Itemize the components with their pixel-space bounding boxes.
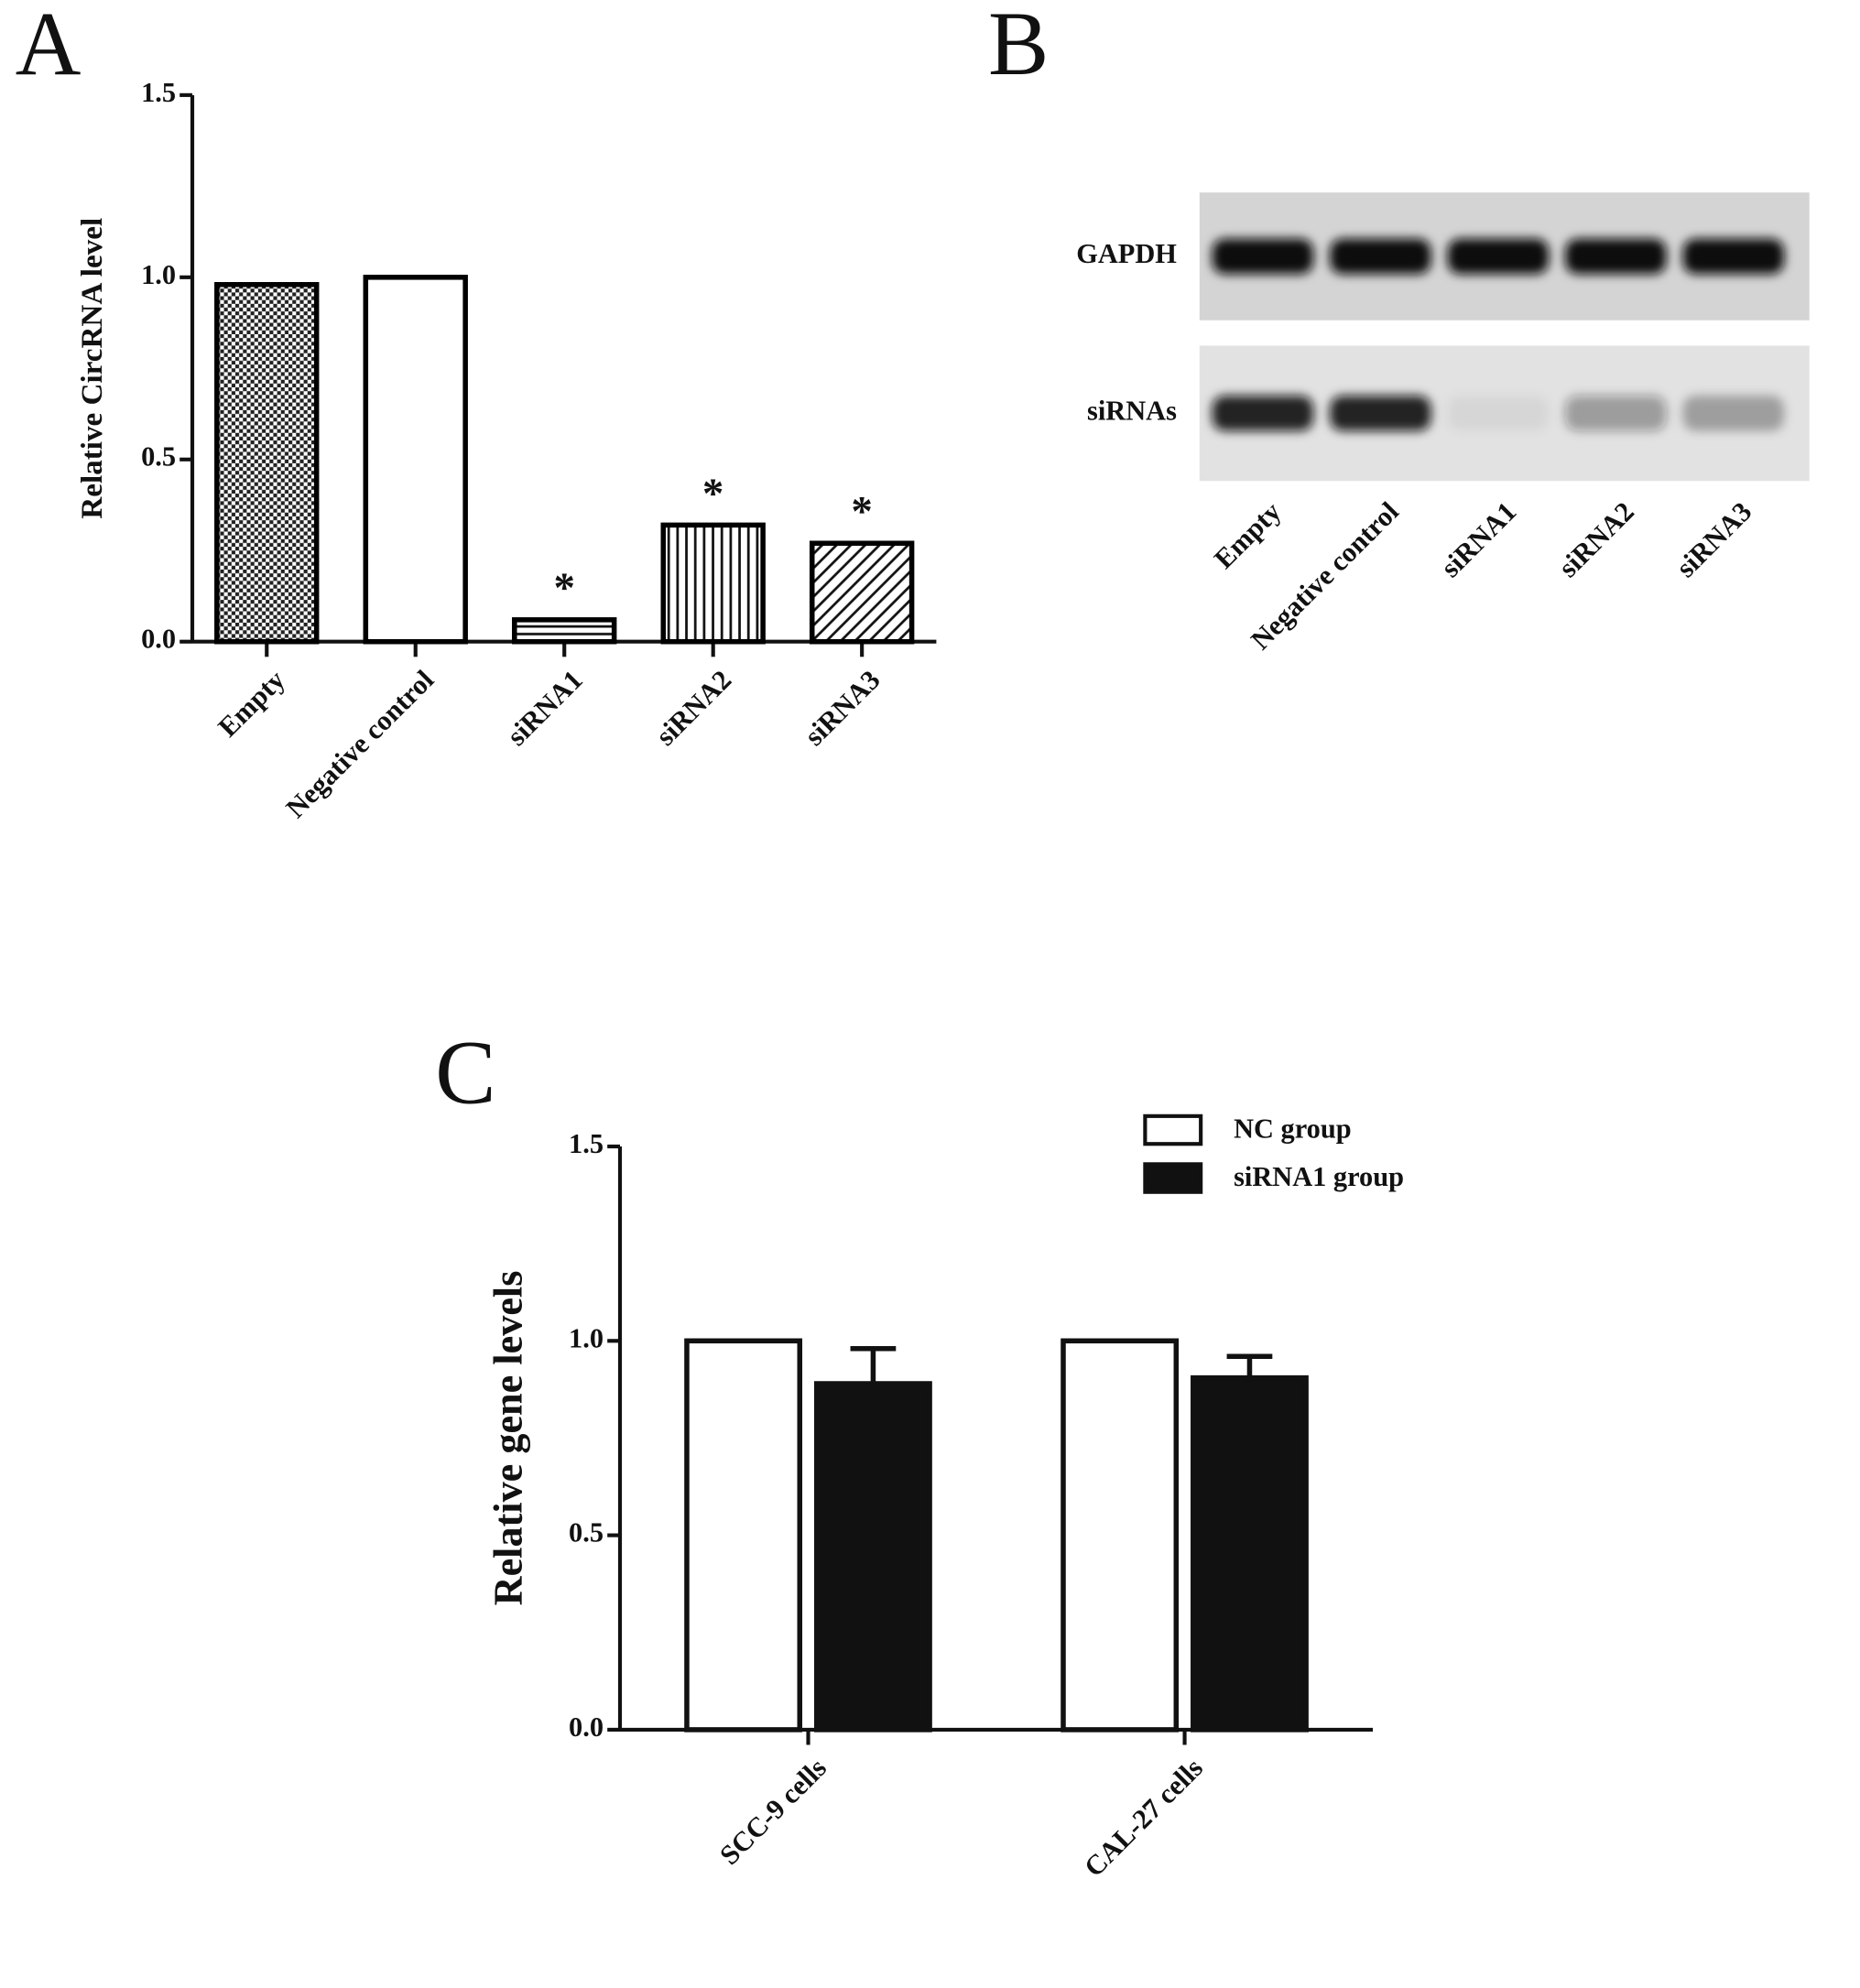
lane-label: siRNA2	[1552, 495, 1640, 583]
y-tick-label: 1.5	[141, 77, 176, 108]
bar	[660, 522, 766, 645]
bar	[363, 275, 468, 645]
x-tick-label: Empty	[212, 664, 291, 743]
band	[1447, 395, 1550, 431]
band	[1565, 238, 1667, 275]
y-tick-label: 0.5	[569, 1517, 604, 1548]
band	[1682, 395, 1785, 431]
y-axis-label: Relative CircRNA level	[75, 218, 109, 519]
bar	[814, 1381, 932, 1733]
band	[1330, 395, 1431, 431]
row-label: siRNAs	[1087, 395, 1177, 426]
band	[1330, 238, 1431, 275]
bar	[809, 540, 915, 645]
y-tick-label: 1.0	[569, 1322, 604, 1353]
y-tick-label: 0.0	[141, 624, 176, 655]
x-tick-label: Negative control	[280, 664, 441, 824]
x-tick-label: SCC-9 cells	[713, 1752, 832, 1871]
significance-marker: *	[851, 488, 872, 536]
band	[1212, 395, 1314, 431]
band	[1447, 238, 1550, 275]
band	[1212, 238, 1314, 275]
panel-label: A	[16, 0, 82, 94]
row-label: GAPDH	[1076, 238, 1177, 269]
bar	[1061, 1338, 1180, 1733]
legend-label: NC group	[1234, 1113, 1352, 1144]
x-tick-label: siRNA3	[799, 664, 886, 752]
legend-label: siRNA1 group	[1234, 1161, 1404, 1192]
panel-label: B	[988, 0, 1049, 94]
band	[1565, 395, 1667, 431]
band	[1682, 238, 1785, 275]
y-tick-label: 0.0	[569, 1711, 604, 1743]
y-tick-label: 1.5	[569, 1128, 604, 1159]
lane-label: Empty	[1208, 495, 1287, 574]
y-axis-label: Relative gene levels	[486, 1271, 531, 1606]
lane-label: siRNA3	[1670, 495, 1758, 583]
bar	[1191, 1374, 1309, 1733]
panel-label: C	[435, 1021, 495, 1123]
x-tick-label: siRNA2	[649, 664, 737, 752]
legend-swatch	[1143, 1113, 1203, 1146]
x-tick-label: CAL-27 cells	[1078, 1752, 1209, 1883]
y-tick-label: 1.0	[141, 259, 176, 290]
x-tick-label: siRNA1	[501, 664, 589, 752]
y-tick-label: 0.5	[141, 441, 176, 473]
lane-label: siRNA1	[1435, 495, 1523, 583]
significance-marker: *	[553, 564, 574, 612]
bar	[214, 282, 320, 645]
legend-swatch	[1143, 1162, 1203, 1194]
significance-marker: *	[702, 470, 723, 517]
bar	[684, 1338, 803, 1733]
bar	[512, 617, 617, 645]
